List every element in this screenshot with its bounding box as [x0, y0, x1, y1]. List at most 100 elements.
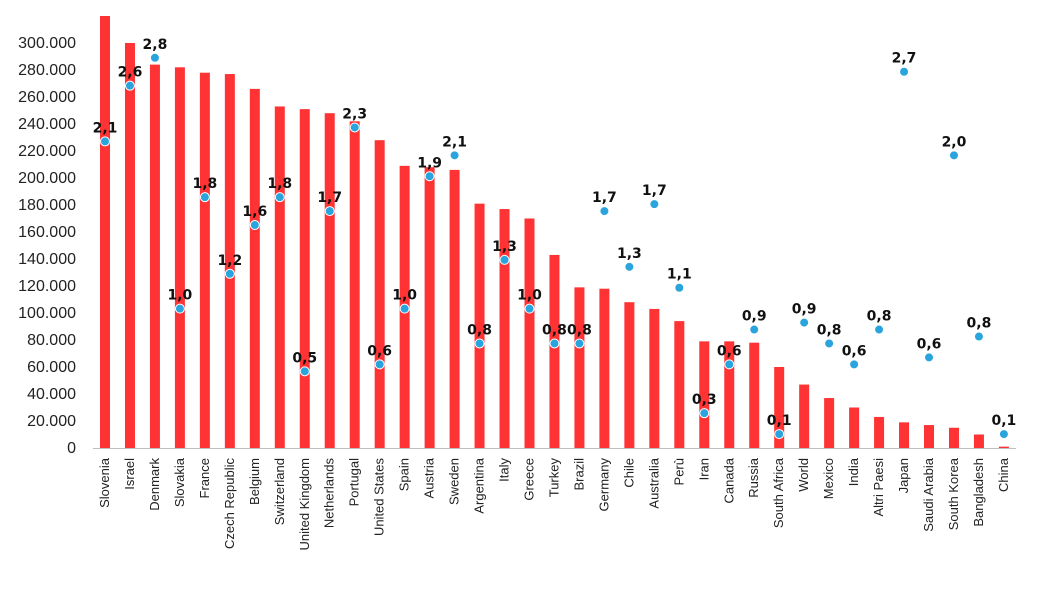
bar [224, 74, 235, 449]
y-tick-label: 140.000 [18, 251, 76, 268]
y-tick-label: 80.000 [27, 332, 76, 349]
data-label: 1,1 [667, 267, 692, 283]
data-point [624, 261, 635, 272]
y-axis: 0 20.000 40.000 60.000 80.000 100.000 120.000 1… [18, 35, 76, 457]
data-label: 2,1 [93, 120, 118, 136]
data-label: 0,8 [467, 322, 492, 338]
bar [574, 287, 585, 448]
data-label: 0,9 [792, 302, 817, 318]
data-label: 0,6 [367, 343, 392, 359]
y-tick-label: 180.000 [18, 197, 76, 214]
x-tick-label: Russia [746, 457, 761, 498]
data-label: 1,3 [492, 239, 517, 255]
bar [100, 16, 110, 448]
data-label: 0,8 [967, 316, 992, 332]
data-point [874, 324, 885, 335]
data-label: 1,8 [192, 176, 217, 192]
data-label: 0,3 [692, 392, 717, 408]
bar [849, 407, 860, 448]
data-label: 1,8 [267, 176, 292, 192]
bar [874, 416, 885, 448]
x-tick-label: World [796, 458, 811, 492]
bar [199, 72, 210, 448]
x-tick-label: China [996, 457, 1011, 492]
data-point [100, 136, 110, 147]
data-label: 0,5 [292, 350, 317, 366]
y-tick-label: 20.000 [27, 413, 76, 430]
x-tick-label: Slovenia [97, 457, 112, 508]
data-label: 1,7 [592, 190, 617, 206]
data-point [524, 303, 535, 314]
x-tick-label: France [197, 458, 212, 498]
x-tick-label: Czech Republic [222, 458, 237, 550]
x-tick-label: South Korea [946, 457, 961, 530]
bar [424, 167, 435, 448]
data-label: 1,6 [242, 204, 267, 220]
x-tick-label: Denmark [147, 458, 162, 511]
y-tick-label: 280.000 [18, 62, 76, 79]
data-label: 0,1 [992, 413, 1017, 429]
x-tick-label: Portugal [347, 458, 362, 507]
data-label: 1,7 [317, 190, 342, 206]
data-label: 0,8 [867, 309, 892, 325]
y-tick-label: 260.000 [18, 89, 76, 106]
x-tick-label: South Africa [771, 457, 786, 528]
x-tick-label: Brazil [571, 458, 586, 491]
y-tick-label: 200.000 [18, 170, 76, 187]
bar [349, 121, 360, 449]
data-point [224, 268, 235, 279]
x-tick-label: Saudi Arabia [921, 457, 936, 531]
data-point [749, 324, 760, 335]
bar [674, 321, 685, 448]
data-point [899, 66, 910, 77]
data-label: 1,0 [517, 288, 542, 304]
y-tick-label: 160.000 [18, 224, 76, 241]
x-tick-label: United Kingdom [297, 458, 312, 551]
x-tick-label: Netherlands [322, 458, 337, 529]
data-point [699, 408, 710, 419]
bar [998, 446, 1009, 448]
x-tick-label: Argentina [472, 457, 487, 513]
data-point [774, 429, 785, 440]
x-tick-label: Switzerland [272, 458, 287, 525]
data-label: 1,0 [168, 288, 193, 304]
data-point [599, 206, 610, 217]
data-point [998, 429, 1009, 440]
bar [324, 113, 335, 448]
data-point [374, 359, 385, 370]
data-point [349, 122, 360, 133]
x-tick-label: Chile [621, 458, 636, 488]
bar [274, 106, 285, 448]
y-tick-label: 220.000 [18, 143, 76, 160]
data-label: 1,2 [217, 253, 242, 269]
y-tick-label: 0 [67, 440, 76, 457]
data-label: 0,8 [542, 322, 567, 338]
bar [948, 427, 959, 448]
bar [149, 64, 160, 448]
y-tick-label: 120.000 [18, 278, 76, 295]
bar [774, 367, 785, 448]
data-point [549, 338, 560, 349]
data-label: 0,6 [842, 343, 867, 359]
data-point [274, 192, 285, 203]
bar [299, 109, 310, 449]
data-label: 2,8 [143, 37, 168, 53]
data-point [474, 338, 485, 349]
x-tick-label: India [846, 457, 861, 486]
x-tick-label: Austria [422, 457, 437, 498]
bar [624, 302, 635, 448]
bar [374, 140, 385, 448]
x-tick-label: Canada [721, 457, 736, 503]
x-tick-label: Bangladesh [971, 458, 986, 527]
data-point [324, 206, 335, 217]
bar [724, 341, 735, 448]
x-tick-label: Australia [646, 457, 661, 508]
data-label: 1,3 [617, 246, 642, 262]
y-tick-label: 40.000 [27, 386, 76, 403]
data-label: 1,9 [417, 155, 442, 171]
bar [174, 67, 185, 449]
data-label: 0,6 [717, 343, 742, 359]
data-label: 0,9 [742, 309, 767, 325]
x-tick-label: Japan [896, 458, 911, 493]
data-label: 1,7 [642, 183, 667, 199]
